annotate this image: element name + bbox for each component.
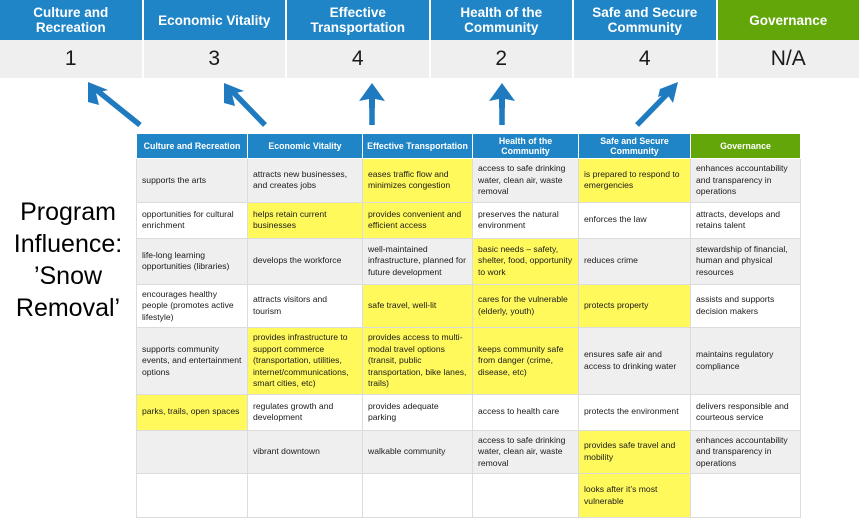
- arrow-safe-and-secure-community-head: [658, 82, 678, 103]
- matrix-cell: [363, 474, 473, 518]
- matrix-header-row: Culture and Recreation Economic Vitality…: [137, 134, 801, 159]
- matrix-cell: safe travel, well-lit: [363, 284, 473, 328]
- summary-value-safe-and-secure-community: 4: [574, 40, 718, 78]
- matrix-cell: access to health care: [473, 394, 579, 430]
- matrix-cell: provides safe travel and mobility: [579, 430, 691, 474]
- matrix-cell: keeps community safe from danger (crime,…: [473, 328, 579, 395]
- matrix-cell: preserves the natural environment: [473, 202, 579, 238]
- matrix-cell: regulates growth and development: [248, 394, 363, 430]
- matrix-cell: provides infrastructure to support comme…: [248, 328, 363, 395]
- influence-matrix: Culture and Recreation Economic Vitality…: [136, 133, 800, 518]
- summary-header-health-of-the-community: Health of the Community: [431, 0, 575, 40]
- matrix-cell: encourages healthy people (promotes acti…: [137, 284, 248, 328]
- matrix-cell: provides convenient and efficient access: [363, 202, 473, 238]
- matrix-cell: protects the environment: [579, 394, 691, 430]
- table-row: supports community events, and entertain…: [137, 328, 801, 395]
- arrow-effective-transportation-head: [359, 83, 385, 108]
- matrix-cell: ensures safe air and access to drinking …: [579, 328, 691, 395]
- matrix-header-effective-transportation: Effective Transportation: [363, 134, 473, 159]
- matrix-cell: develops the workforce: [248, 238, 363, 284]
- matrix-cell: attracts, develops and retains talent: [691, 202, 801, 238]
- matrix-cell: opportunities for cultural enrichment: [137, 202, 248, 238]
- matrix-cell: [248, 474, 363, 518]
- matrix-cell: access to safe drinking water, clean air…: [473, 159, 579, 203]
- matrix-cell: enhances accountability and transparency…: [691, 430, 801, 474]
- matrix-header: Culture and Recreation Economic Vitality…: [137, 134, 801, 159]
- matrix-cell: is prepared to respond to emergencies: [579, 159, 691, 203]
- matrix-cell: supports the arts: [137, 159, 248, 203]
- matrix-cell: [137, 474, 248, 518]
- summary-value-governance: N/A: [718, 40, 859, 78]
- matrix-header-health-of-the-community: Health of the Community: [473, 134, 579, 159]
- summary-header-economic-vitality: Economic Vitality: [144, 0, 288, 40]
- matrix-cell: eases traffic flow and minimizes congest…: [363, 159, 473, 203]
- matrix-cell: enhances accountability and transparency…: [691, 159, 801, 203]
- summary-value-row: 1 3 4 2 4 N/A: [0, 40, 859, 78]
- matrix-cell: cares for the vulnerable (elderly, youth…: [473, 284, 579, 328]
- summary-scorecard-bar: Culture and Recreation Economic Vitality…: [0, 0, 859, 78]
- caption-line-1: Program: [2, 196, 134, 228]
- arrow-connector-layer: [0, 78, 859, 134]
- summary-value-health-of-the-community: 2: [431, 40, 575, 78]
- arrow-economic-vitality-shaft: [230, 89, 265, 125]
- summary-header-effective-transportation: Effective Transportation: [287, 0, 431, 40]
- matrix-cell: stewardship of financial, human and phys…: [691, 238, 801, 284]
- matrix-cell: [691, 474, 801, 518]
- matrix-cell: protects property: [579, 284, 691, 328]
- matrix-cell: vibrant downtown: [248, 430, 363, 474]
- matrix-cell: maintains regulatory compliance: [691, 328, 801, 395]
- summary-header-governance: Governance: [718, 0, 859, 40]
- arrow-safe-and-secure-community-shaft: [637, 89, 672, 125]
- matrix-cell: parks, trails, open spaces: [137, 394, 248, 430]
- summary-header-safe-and-secure-community: Safe and Secure Community: [574, 0, 718, 40]
- matrix-header-governance: Governance: [691, 134, 801, 159]
- program-influence-caption: Program Influence: ’Snow Removal’: [2, 196, 134, 324]
- matrix-cell: well-maintained infrastructure, planned …: [363, 238, 473, 284]
- matrix-cell: assists and supports decision makers: [691, 284, 801, 328]
- matrix-cell: attracts visitors and tourism: [248, 284, 363, 328]
- matrix-header-culture-and-recreation: Culture and Recreation: [137, 134, 248, 159]
- matrix-cell: [473, 474, 579, 518]
- matrix-cell: helps retain current businesses: [248, 202, 363, 238]
- matrix-cell: basic needs – safety, shelter, food, opp…: [473, 238, 579, 284]
- caption-line-2: Influence:: [2, 228, 134, 260]
- matrix-cell: delivers responsible and courteous servi…: [691, 394, 801, 430]
- caption-line-4: Removal’: [2, 292, 134, 324]
- influence-matrix-table: Culture and Recreation Economic Vitality…: [136, 133, 801, 518]
- matrix-header-economic-vitality: Economic Vitality: [248, 134, 363, 159]
- arrow-culture-and-recreation-head: [88, 82, 108, 105]
- matrix-cell: provides adequate parking: [363, 394, 473, 430]
- summary-value-culture-and-recreation: 1: [0, 40, 144, 78]
- matrix-cell: walkable community: [363, 430, 473, 474]
- matrix-cell: reduces crime: [579, 238, 691, 284]
- table-row: looks after it’s most vulnerable: [137, 474, 801, 518]
- caption-line-3: ’Snow: [2, 260, 134, 292]
- matrix-cell: [137, 430, 248, 474]
- matrix-cell: life-long learning opportunities (librar…: [137, 238, 248, 284]
- matrix-cell: enforces the law: [579, 202, 691, 238]
- arrow-culture-and-recreation-shaft: [94, 88, 140, 125]
- summary-header-culture-and-recreation: Culture and Recreation: [0, 0, 144, 40]
- matrix-cell: attracts new businesses, and creates job…: [248, 159, 363, 203]
- matrix-cell: looks after it’s most vulnerable: [579, 474, 691, 518]
- matrix-cell: access to safe drinking water, clean air…: [473, 430, 579, 474]
- matrix-cell: supports community events, and entertain…: [137, 328, 248, 395]
- table-row: life-long learning opportunities (librar…: [137, 238, 801, 284]
- table-row: encourages healthy people (promotes acti…: [137, 284, 801, 328]
- summary-value-economic-vitality: 3: [144, 40, 288, 78]
- summary-value-effective-transportation: 4: [287, 40, 431, 78]
- arrow-economic-vitality-head: [224, 83, 244, 106]
- matrix-header-safe-and-secure-community: Safe and Secure Community: [579, 134, 691, 159]
- summary-header-row: Culture and Recreation Economic Vitality…: [0, 0, 859, 40]
- matrix-cell: provides access to multi-modal travel op…: [363, 328, 473, 395]
- arrow-health-of-the-community-head: [489, 83, 515, 108]
